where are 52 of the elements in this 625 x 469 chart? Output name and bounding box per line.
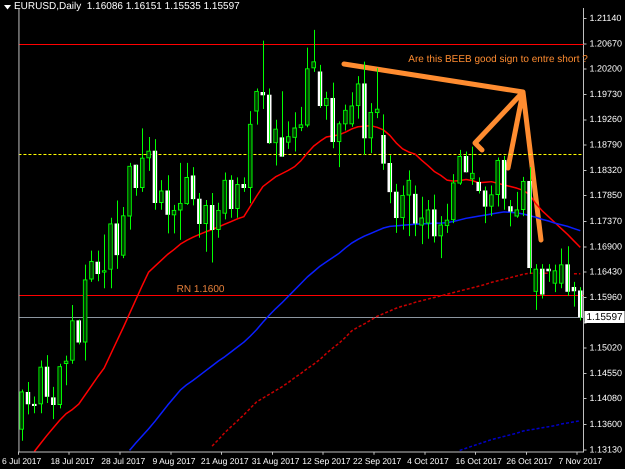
candlestick: [203, 200, 208, 252]
y-tick-label: 1.17370: [589, 216, 622, 226]
x-tick-label: 4 Oct 2017: [407, 456, 449, 466]
x-tick-label: 18 Jul 2017: [50, 456, 95, 466]
x-tick-label: 6 Jul 2017: [2, 456, 42, 466]
chart-title: EURUSD,Daily 1.16086 1.16151 1.15535 1.15597: [14, 1, 240, 12]
y-tick-label: 1.20200: [589, 64, 622, 74]
y-tick-label: 1.17850: [589, 190, 622, 200]
candlestick: [64, 355, 68, 386]
y-tick-label: 1.21140: [589, 13, 622, 24]
candlestick: [254, 88, 259, 126]
y-tick-label: 1.16430: [589, 266, 622, 277]
candlestick: [158, 180, 164, 210]
candlestick: [178, 162, 183, 240]
y-tick-label: 1.15020: [589, 342, 622, 353]
x-tick-label: 9 Aug 2017: [152, 456, 196, 466]
candlestick: [298, 106, 304, 132]
candlestick: [146, 136, 151, 172]
y-tick-label: 1.13130: [589, 444, 622, 454]
candlestick: [534, 264, 538, 310]
x-tick-label: 26 Oct 2017: [506, 456, 553, 466]
y-tick-label: 1.19730: [589, 88, 622, 99]
candlestick: [89, 250, 94, 282]
y-tick-label: 1.14080: [589, 393, 622, 404]
x-tick-label: 16 Oct 2017: [456, 456, 502, 466]
line-series: [458, 420, 582, 452]
candlestick: [235, 176, 240, 218]
candlestick: [273, 119, 278, 166]
candlestick: [324, 91, 329, 120]
y-tick-label: 1.18320: [589, 164, 622, 175]
y-tick-label: 1.13600: [589, 419, 622, 430]
y-tick-label: 1.15960: [589, 292, 622, 302]
candlestick: [172, 204, 176, 234]
x-tick-label: 12 Sep 2017: [302, 456, 351, 466]
y-tick-label: 1.18790: [589, 140, 622, 150]
candlestick: [558, 248, 564, 289]
y-tick-label: 1.20670: [589, 38, 622, 48]
ref-line-label: 1.15597: [586, 312, 624, 323]
candlestick: [552, 264, 558, 293]
candlestick: [216, 202, 221, 238]
x-tick-label: 28 Jul 2017: [101, 456, 146, 466]
x-tick-label: 21 Aug 2017: [200, 456, 249, 466]
x-tick-label: 31 Aug 2017: [252, 456, 300, 466]
candlestick: [286, 120, 291, 150]
ref-line-label: RN 1.1600: [176, 284, 225, 296]
y-tick-label: 1.19260: [589, 114, 622, 124]
x-tick-label: 7 Nov 2017: [558, 456, 602, 466]
candlestick: [311, 29, 316, 72]
x-tick-label: 22 Sep 2017: [353, 456, 402, 466]
candlestick: [292, 112, 297, 152]
y-tick-label: 1.14550: [589, 368, 622, 378]
y-tick-label: 1.16900: [589, 241, 622, 252]
